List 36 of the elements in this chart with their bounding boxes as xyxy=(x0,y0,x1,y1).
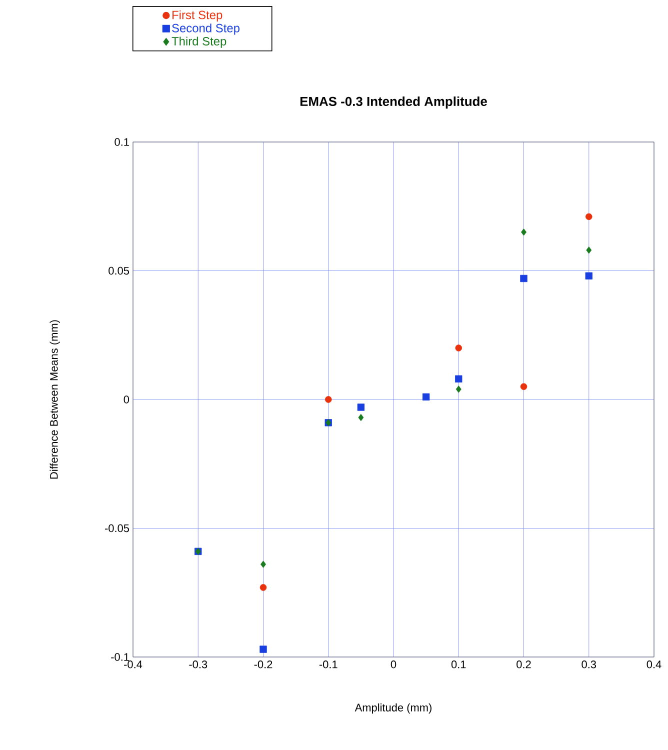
legend-label: Second Step xyxy=(172,24,240,35)
point xyxy=(260,584,267,591)
x-tick-label: -0.1 xyxy=(319,660,338,668)
x-tick-label: 0.1 xyxy=(451,660,466,668)
y-axis-title: Difference Between Means (mm) xyxy=(50,320,60,479)
point xyxy=(586,246,592,254)
point xyxy=(455,375,462,382)
point xyxy=(358,414,364,422)
x-tick-label: -0.2 xyxy=(254,660,272,668)
x-axis-title: Amplitude (mm) xyxy=(354,703,432,714)
y-tick-label: 0.05 xyxy=(108,266,130,275)
x-tick-label: -0.3 xyxy=(189,660,208,668)
y-tick-label: -0.1 xyxy=(111,653,129,661)
point xyxy=(520,383,528,390)
y-tick-label: 0.1 xyxy=(114,138,129,146)
point xyxy=(260,646,267,653)
legend-label: First Step xyxy=(172,10,222,22)
point xyxy=(357,404,365,411)
x-tick-label: 0.4 xyxy=(646,660,662,668)
point xyxy=(422,393,430,401)
y-tick-label: 0 xyxy=(124,396,130,404)
point xyxy=(521,228,526,236)
point xyxy=(585,213,592,220)
x-tick-label: -0.4 xyxy=(124,660,142,668)
point xyxy=(455,344,462,352)
point xyxy=(260,560,266,568)
point xyxy=(324,396,332,403)
chart-title: EMAS -0.3 Intended Amplitude xyxy=(300,96,487,109)
point xyxy=(585,272,592,280)
x-tick-label: 0.3 xyxy=(582,660,596,668)
legend-label: Third Step xyxy=(172,36,226,48)
point xyxy=(456,386,462,393)
point xyxy=(520,274,528,282)
y-tick-label: -0.05 xyxy=(104,524,130,532)
x-tick-label: 0.2 xyxy=(516,660,531,668)
x-tick-label: 0 xyxy=(390,660,396,668)
